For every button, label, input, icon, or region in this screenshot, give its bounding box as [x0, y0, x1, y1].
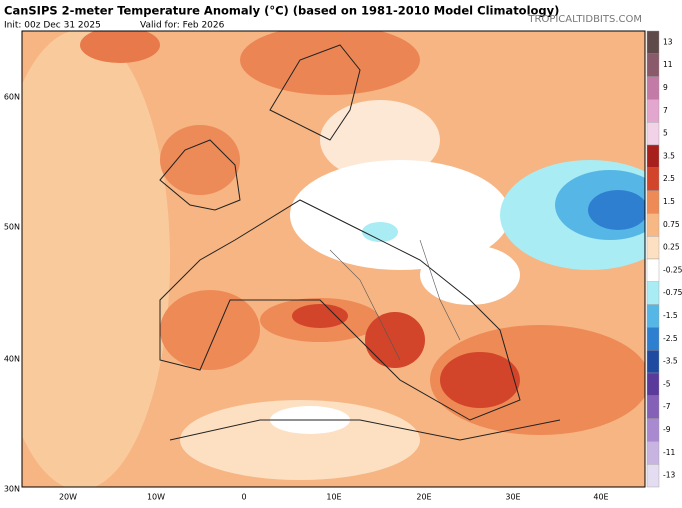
- init-text: Init: 00z Dec 31 2025: [4, 21, 101, 31]
- valid-text: Valid for: Feb 2026: [140, 21, 225, 31]
- colorbar-label: -7: [663, 402, 671, 411]
- colorbar-swatch: [646, 350, 660, 374]
- colorbar-label: 2.5: [663, 174, 675, 183]
- lon-label: 10E: [326, 493, 341, 502]
- colorbar-swatch: [646, 30, 660, 54]
- colorbar-swatch: [646, 76, 660, 100]
- title: CanSIPS 2-meter Temperature Anomaly (°C)…: [4, 4, 559, 18]
- lon-label: 20W: [59, 493, 77, 502]
- site-credit: TROPICALTIDBITS.COM: [527, 14, 642, 25]
- lat-label: 40N: [4, 355, 20, 364]
- colorbar-label: 3.5: [663, 151, 675, 160]
- map: [21, 30, 646, 488]
- colorbar-label: 0.25: [663, 243, 680, 252]
- lon-label: 10W: [147, 493, 165, 502]
- lon-label: 0: [241, 493, 246, 502]
- colorbar-label: 11: [663, 60, 673, 69]
- colorbar-swatch: [646, 327, 660, 351]
- colorbar-swatch: [646, 395, 660, 419]
- colorbar-label: -2.5: [663, 334, 678, 343]
- colorbar-swatch: [646, 53, 660, 77]
- colorbar-label: 0.75: [663, 220, 680, 229]
- colorbar-label: -1.5: [663, 311, 678, 320]
- colorbar-swatch: [646, 418, 660, 442]
- colorbar-label: -5: [663, 379, 671, 388]
- colorbar-label: 5: [663, 129, 668, 138]
- colorbar-swatch: [646, 121, 660, 146]
- colorbar-label: 13: [663, 37, 673, 46]
- colorbar-label: 9: [663, 83, 668, 92]
- lon-label: 20E: [416, 493, 431, 502]
- colorbar-label: 1.5: [663, 197, 675, 206]
- colorbar-swatch: [646, 235, 660, 260]
- colorbar-swatch: [646, 281, 660, 305]
- colorbar-label: -0.75: [663, 288, 682, 297]
- colorbar-swatch: [646, 304, 660, 328]
- colorbar-label: 7: [663, 106, 668, 115]
- lon-label: 30E: [505, 493, 520, 502]
- colorbar-swatch: [646, 167, 660, 191]
- colorbar-swatch: [646, 190, 660, 214]
- lat-label: 60N: [4, 93, 20, 102]
- colorbar-swatch: [646, 213, 660, 237]
- colorbar-swatch: [646, 441, 660, 465]
- colorbar-swatch: [646, 99, 660, 123]
- colorbar-swatch: [646, 372, 660, 396]
- colorbar-swatch: [646, 258, 660, 282]
- colorbar-label: -13: [663, 471, 675, 480]
- lon-label: 40E: [593, 493, 608, 502]
- colorbar-label: -11: [663, 448, 675, 457]
- colorbar-swatch: [646, 464, 660, 488]
- colorbar-swatch: [646, 144, 660, 168]
- colorbar-label: -0.25: [663, 265, 682, 274]
- colorbar-label: -9: [663, 425, 671, 434]
- colorbar-label: -3.5: [663, 357, 678, 366]
- lat-label: 30N: [4, 485, 20, 494]
- lat-label: 50N: [4, 223, 20, 232]
